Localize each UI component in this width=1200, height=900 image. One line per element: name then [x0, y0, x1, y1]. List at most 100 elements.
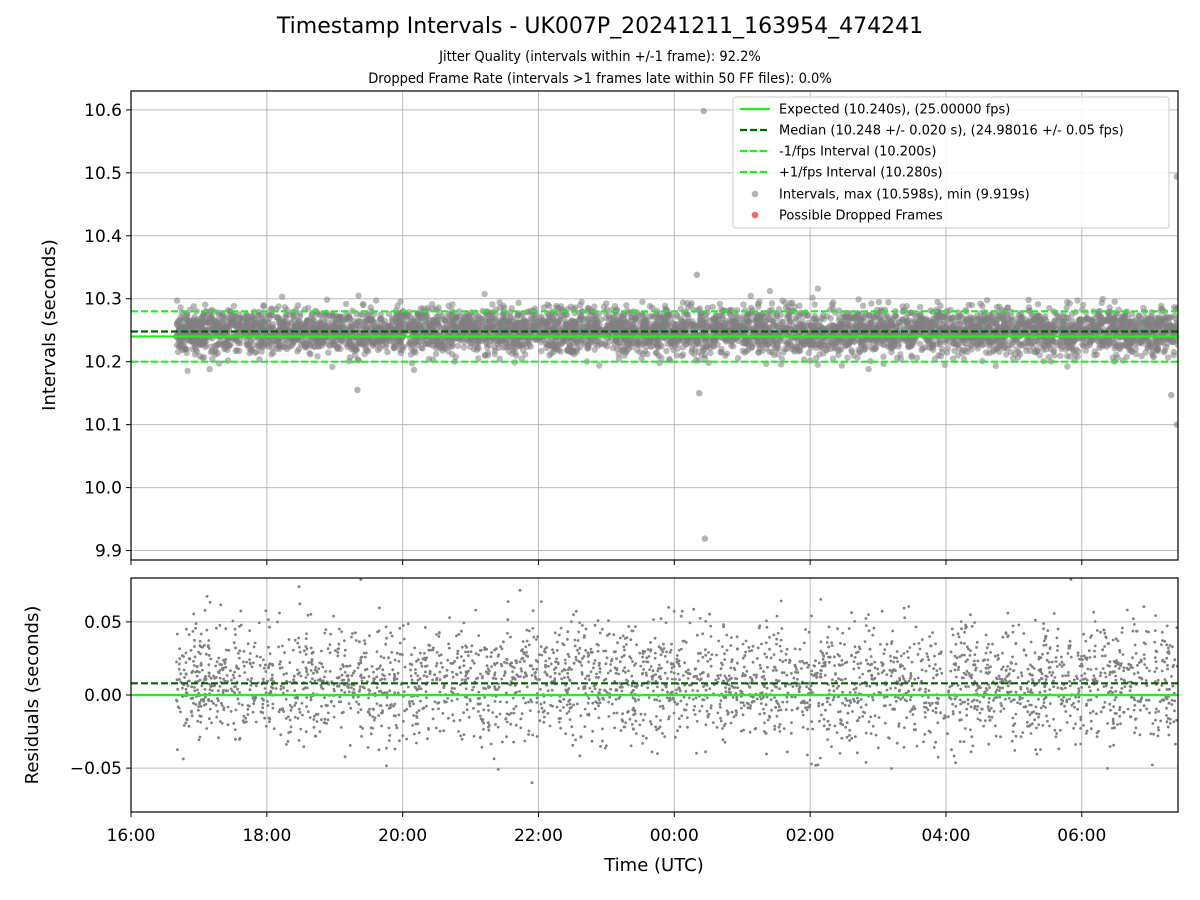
interval-point [755, 349, 762, 356]
interval-point [908, 352, 915, 359]
interval-point [260, 302, 267, 309]
interval-point [805, 349, 812, 357]
interval-point [265, 343, 272, 350]
interval-point [484, 352, 492, 359]
interval-point [377, 311, 384, 318]
interval-point [885, 299, 892, 306]
interval-point [500, 302, 507, 310]
interval-point [679, 344, 687, 351]
interval-point [859, 302, 867, 309]
interval-point [1045, 353, 1053, 361]
interval-point [875, 298, 883, 306]
chart-subtitle-jitter: Jitter Quality (intervals within +/-1 fr… [439, 49, 761, 65]
interval-point [372, 297, 380, 304]
interval-point [417, 305, 425, 312]
interval-point [540, 304, 548, 311]
interval-point [663, 347, 670, 355]
interval-point [952, 336, 959, 344]
chart-subtitle-dropped: Dropped Frame Rate (intervals >1 frames … [368, 71, 832, 87]
interval-point [986, 311, 993, 319]
interval-point [370, 311, 378, 318]
interval-point [258, 318, 265, 325]
interval-point [1072, 351, 1079, 359]
interval-point [608, 324, 615, 331]
interval-point [245, 341, 252, 348]
interval-point [481, 290, 488, 298]
interval-point [636, 349, 644, 356]
interval-point [1112, 342, 1119, 349]
interval-point [1074, 297, 1081, 304]
interval-point [778, 355, 786, 362]
interval-point [647, 343, 654, 350]
interval-point [810, 315, 818, 322]
interval-point [208, 343, 215, 350]
interval-point [916, 340, 924, 348]
interval-point [778, 318, 786, 325]
interval-point [653, 316, 661, 323]
interval-point [1015, 322, 1022, 329]
interval-point [739, 347, 746, 354]
interval-point [1016, 350, 1024, 358]
interval-point [434, 317, 441, 324]
interval-point [739, 313, 746, 320]
interval-point [1034, 301, 1042, 308]
interval-point [707, 349, 714, 357]
interval-point [718, 345, 725, 353]
interval-point [937, 353, 944, 360]
interval-point [276, 317, 283, 324]
interval-point [230, 336, 238, 343]
interval-point [489, 301, 496, 308]
interval-point [773, 315, 780, 322]
interval-point [623, 318, 630, 325]
interval-point [269, 349, 277, 356]
interval-point [679, 299, 687, 306]
interval-point [648, 313, 655, 320]
interval-point [705, 359, 712, 366]
interval-point [190, 303, 197, 310]
interval-point [1174, 304, 1178, 311]
interval-point [1107, 340, 1114, 347]
interval-point [1046, 304, 1053, 312]
interval-point [356, 317, 363, 324]
interval-point [977, 300, 984, 307]
interval-point [200, 354, 208, 361]
interval-point [261, 312, 268, 319]
interval-point [1064, 363, 1071, 370]
interval-point [175, 337, 183, 345]
interval-point [1160, 348, 1168, 356]
interval-point [603, 343, 611, 350]
interval-point [842, 314, 850, 321]
interval-point [1068, 340, 1076, 347]
interval-point [1153, 340, 1160, 348]
interval-point [868, 300, 875, 307]
interval-point [1066, 300, 1074, 307]
interval-point [214, 350, 221, 357]
interval-point [707, 325, 715, 332]
interval-point [418, 324, 425, 331]
interval-point [390, 345, 398, 352]
interval-point [1173, 336, 1178, 343]
interval-point [1136, 336, 1144, 344]
interval-point [460, 344, 468, 351]
interval-point [619, 348, 626, 355]
interval-point [1009, 355, 1017, 362]
interval-point [397, 350, 404, 357]
interval-point [838, 362, 845, 369]
interval-point [766, 287, 774, 295]
interval-point [283, 345, 291, 353]
interval-point [411, 321, 418, 329]
interval-point [1138, 352, 1145, 360]
interval-point [596, 362, 603, 369]
interval-point [924, 337, 931, 344]
interval-point [960, 355, 968, 363]
interval-point [1093, 351, 1100, 358]
interval-point [341, 325, 349, 332]
interval-point [1057, 352, 1064, 359]
interval-point [743, 317, 751, 325]
interval-point [329, 363, 336, 371]
interval-point [1132, 345, 1139, 353]
interval-point [475, 355, 482, 362]
interval-point [701, 355, 709, 362]
interval-point [537, 347, 545, 355]
